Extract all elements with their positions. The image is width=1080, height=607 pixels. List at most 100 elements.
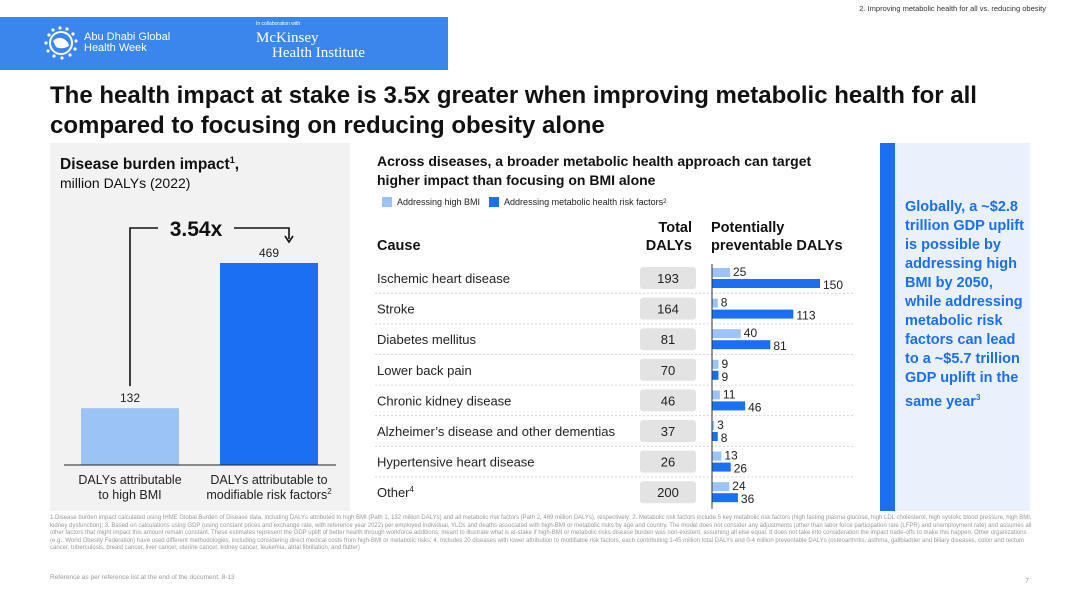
metabolic-value-8: 36 [741,492,755,506]
total-box-2 [640,297,696,320]
total-box-3 [640,328,696,351]
callout-sup: 3 [975,393,981,402]
header-band [0,17,448,70]
legend-label-sup: 2 [663,199,667,205]
metabolic-bar-3 [712,340,771,350]
column-header-cause: Cause [377,238,421,254]
total-box-1 [640,267,696,289]
legend-item-bmi: Addressing high BMI [382,197,480,207]
total-box-8 [640,481,696,504]
burden-category-label-2-line-1: DALYs attributable to [210,473,327,487]
diseases-chart-title: Across diseases, a broader metabolic hea… [377,153,812,188]
bmi-value-4: 9 [721,357,728,371]
panel-title-suffix: , [234,156,240,174]
cause-label-2: Stroke [377,302,415,317]
total-box-6 [640,420,696,442]
legend-label-metabolic: Addressing metabolic health risk factors [504,197,664,207]
bmi-bar-2 [712,298,718,308]
diseases-chart: Ischemic heart disease 193 25 150 Stroke 164 8… [375,264,855,509]
total-value-8: 200 [657,485,679,500]
collab-text: In collaboration with [256,21,301,27]
total-value-5: 46 [661,393,675,408]
column-header-prev-line2: preventable DALYs [711,238,843,254]
org-name-line2: Health Week [84,42,147,54]
panel-subtitle: million DALYs (2022) [60,175,191,191]
multiplier-arrow-icon [284,235,294,244]
running-head: 2. Improving metabolic health for all vs… [859,4,1046,13]
burden-bar-value-1: 132 [120,391,140,405]
org-name: Abu Dhabi Global Health Week [84,32,184,54]
bmi-bar-8 [712,482,730,492]
cause-label-3: Diabetes mellitus [377,332,476,347]
footnote: 1.Disease burden impact calculated using… [50,515,1032,551]
bmi-bar-6 [712,421,715,430]
metabolic-value-2: 113 [796,309,815,323]
bmi-value-3: 40 [744,326,758,340]
multiplier-bracket-right [234,227,290,239]
page-title: The health impact at stake is 3.5x great… [50,82,977,139]
burden-category-label-2-line-2: modifiable risk factors2 [206,487,332,502]
cause-label-1: Ischemic heart disease [377,271,510,286]
legend-item-metabolic: Addressing metabolic health risk factors… [489,197,666,207]
column-header-total-line1: Total [658,220,692,236]
partner-name-line1: McKinsey [256,30,319,46]
metabolic-bar-7 [712,462,731,472]
metabolic-bar-5 [712,401,746,411]
metabolic-value-3: 81 [773,339,787,353]
legend-label-bmi: Addressing high BMI [397,197,481,207]
bmi-bar-5 [712,390,720,400]
burden-category-label-1-line-1: DALYs attributable [78,473,181,487]
total-box-7 [640,450,696,473]
callout-accent-bar [880,143,895,511]
metabolic-bar-8 [712,493,738,503]
metabolic-value-6: 8 [721,431,728,445]
multiplier-bracket-left [129,227,158,387]
bmi-value-5: 11 [723,387,736,401]
total-value-4: 70 [661,363,675,378]
metabolic-value-7: 26 [734,462,748,476]
cause-label-8: Other4 [377,485,415,500]
metabolic-bar-2 [712,309,794,319]
cause-label-5: Chronic kidney disease [377,393,511,408]
adgh-logo-icon [44,26,78,60]
bmi-value-2: 8 [721,296,728,310]
metabolic-bar-1 [712,279,820,288]
total-value-6: 37 [661,424,675,439]
metabolic-bar-6 [712,432,718,441]
cause-label-6: Alzheimer’s disease and other dementias [377,424,615,439]
partner-name-line2: Health Institute [272,45,365,61]
bmi-bar-4 [712,359,719,369]
bmi-bar-1 [712,268,730,277]
burden-bar-value-2: 469 [259,246,279,260]
column-header-preventable: Potentially preventable DALYs [711,219,843,255]
metabolic-value-5: 46 [748,400,762,414]
total-value-1: 193 [657,271,679,286]
page-number: 7 [1025,578,1029,585]
metabolic-bar-4 [712,370,719,380]
legend-swatch-metabolic [489,197,500,207]
bmi-bar-7 [712,451,722,461]
panel-title: Disease burden impact1, [60,155,239,174]
total-box-4 [640,358,696,381]
callout-text-body: Globally, a ~$2.8 trillion GDP uplift is… [905,199,1024,410]
multiplier-label: 3.54x [170,218,223,241]
metabolic-value-4: 9 [721,370,728,384]
total-box-5 [640,389,696,412]
metabolic-value-1: 150 [823,278,843,292]
column-header-total: Total DALYs [640,219,692,255]
total-value-3: 81 [661,332,675,347]
bmi-value-7: 13 [724,449,738,463]
panel-title-sup: 1 [229,155,235,165]
gdp-callout: Globally, a ~$2.8 trillion GDP uplift is… [880,143,1030,511]
burden-category-label-1-line-2: to high BMI [98,488,161,502]
callout-text: Globally, a ~$2.8 trillion GDP uplift is… [905,198,1027,412]
reference-note: Reference as per reference list at the e… [50,574,235,581]
bmi-bar-3 [712,329,741,339]
panel-title-text: Disease burden impact [60,156,230,174]
cause-label-4: Lower back pain [377,363,472,378]
bmi-value-6: 3 [717,418,724,432]
legend-swatch-bmi [382,197,392,207]
column-header-total-line2: DALYs [645,238,692,254]
burden-bar-2 [220,263,318,465]
